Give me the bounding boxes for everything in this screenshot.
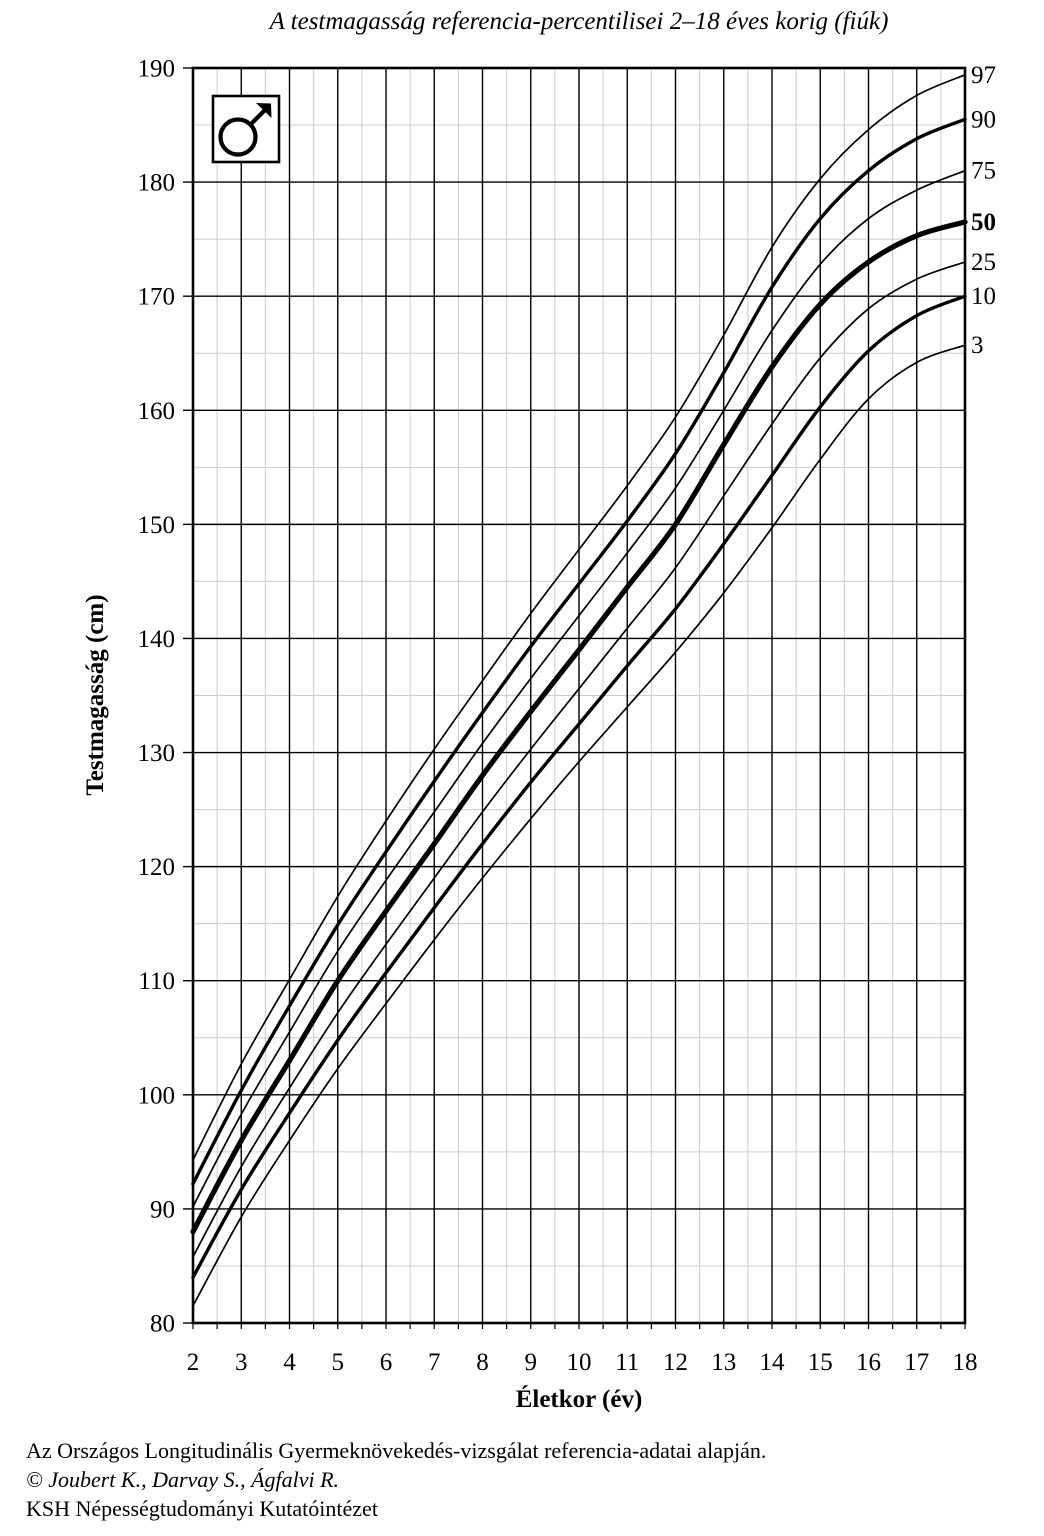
percentile-curve-97 <box>192 73 966 1161</box>
x-tick-label: 7 <box>428 1349 441 1376</box>
y-tick-label: 80 <box>150 1311 175 1338</box>
percentile-label-3: 3 <box>971 332 984 359</box>
y-tick-label: 140 <box>138 626 176 653</box>
x-tick-label: 12 <box>663 1349 688 1376</box>
percentile-label-75: 75 <box>971 158 996 185</box>
percentile-curve-3 <box>192 344 966 1307</box>
y-tick-label: 110 <box>138 968 175 995</box>
x-tick-label: 3 <box>235 1349 248 1376</box>
chart-title: A testmagasság referencia-percentilisei … <box>269 8 889 35</box>
x-tick-label: 17 <box>904 1349 929 1376</box>
x-axis-title: Életkor (év) <box>515 1386 643 1413</box>
y-tick-label: 160 <box>138 398 176 425</box>
percentile-curve-10 <box>191 294 967 1280</box>
x-tick-label: 14 <box>760 1349 786 1376</box>
x-tick-label: 8 <box>476 1349 489 1376</box>
percentile-curve-25 <box>192 261 966 1258</box>
x-tick-label: 5 <box>332 1349 345 1376</box>
y-tick-label: 90 <box>150 1196 175 1223</box>
male-symbol-icon <box>256 103 272 118</box>
percentile-label-50: 50 <box>971 209 996 236</box>
y-tick-label: 130 <box>138 740 176 767</box>
footer-source-line: Az Országos Longitudinális Gyermeknöveke… <box>26 1438 767 1463</box>
percentile-label-97: 97 <box>971 62 996 89</box>
y-tick-label: 150 <box>138 512 176 539</box>
x-tick-label: 11 <box>615 1349 639 1376</box>
y-tick-label: 190 <box>138 56 176 83</box>
plot-border <box>191 66 967 1325</box>
percentile-curve-50 <box>190 219 968 1235</box>
y-tick-label: 120 <box>138 854 176 881</box>
x-tick-label: 6 <box>380 1349 393 1376</box>
y-tick-label: 100 <box>138 1082 176 1109</box>
y-tick-label: 180 <box>138 170 176 197</box>
x-tick-label: 10 <box>567 1349 592 1376</box>
x-tick-label: 16 <box>856 1349 881 1376</box>
x-tick-label: 4 <box>283 1349 296 1376</box>
x-tick-label: 2 <box>187 1349 200 1376</box>
percentile-label-90: 90 <box>971 106 996 133</box>
male-symbol-icon <box>218 117 258 157</box>
percentile-label-10: 10 <box>971 283 996 310</box>
x-tick-label: 15 <box>808 1349 833 1376</box>
footer-institute-line: KSH Népességtudományi Kutatóintézet <box>26 1496 378 1521</box>
percentile-curve-90 <box>191 117 967 1186</box>
percentile-curve-75 <box>192 169 966 1208</box>
footer: Az Országos Longitudinális Gyermeknöveke… <box>26 1436 766 1523</box>
y-tick-label: 170 <box>138 284 176 311</box>
x-tick-label: 18 <box>953 1349 978 1376</box>
x-tick-label: 13 <box>711 1349 736 1376</box>
footer-credit-line: © Joubert K., Darvay S., Ágfalvi R. <box>26 1467 340 1492</box>
x-tick-label: 9 <box>525 1349 538 1376</box>
percentile-label-25: 25 <box>971 249 996 276</box>
